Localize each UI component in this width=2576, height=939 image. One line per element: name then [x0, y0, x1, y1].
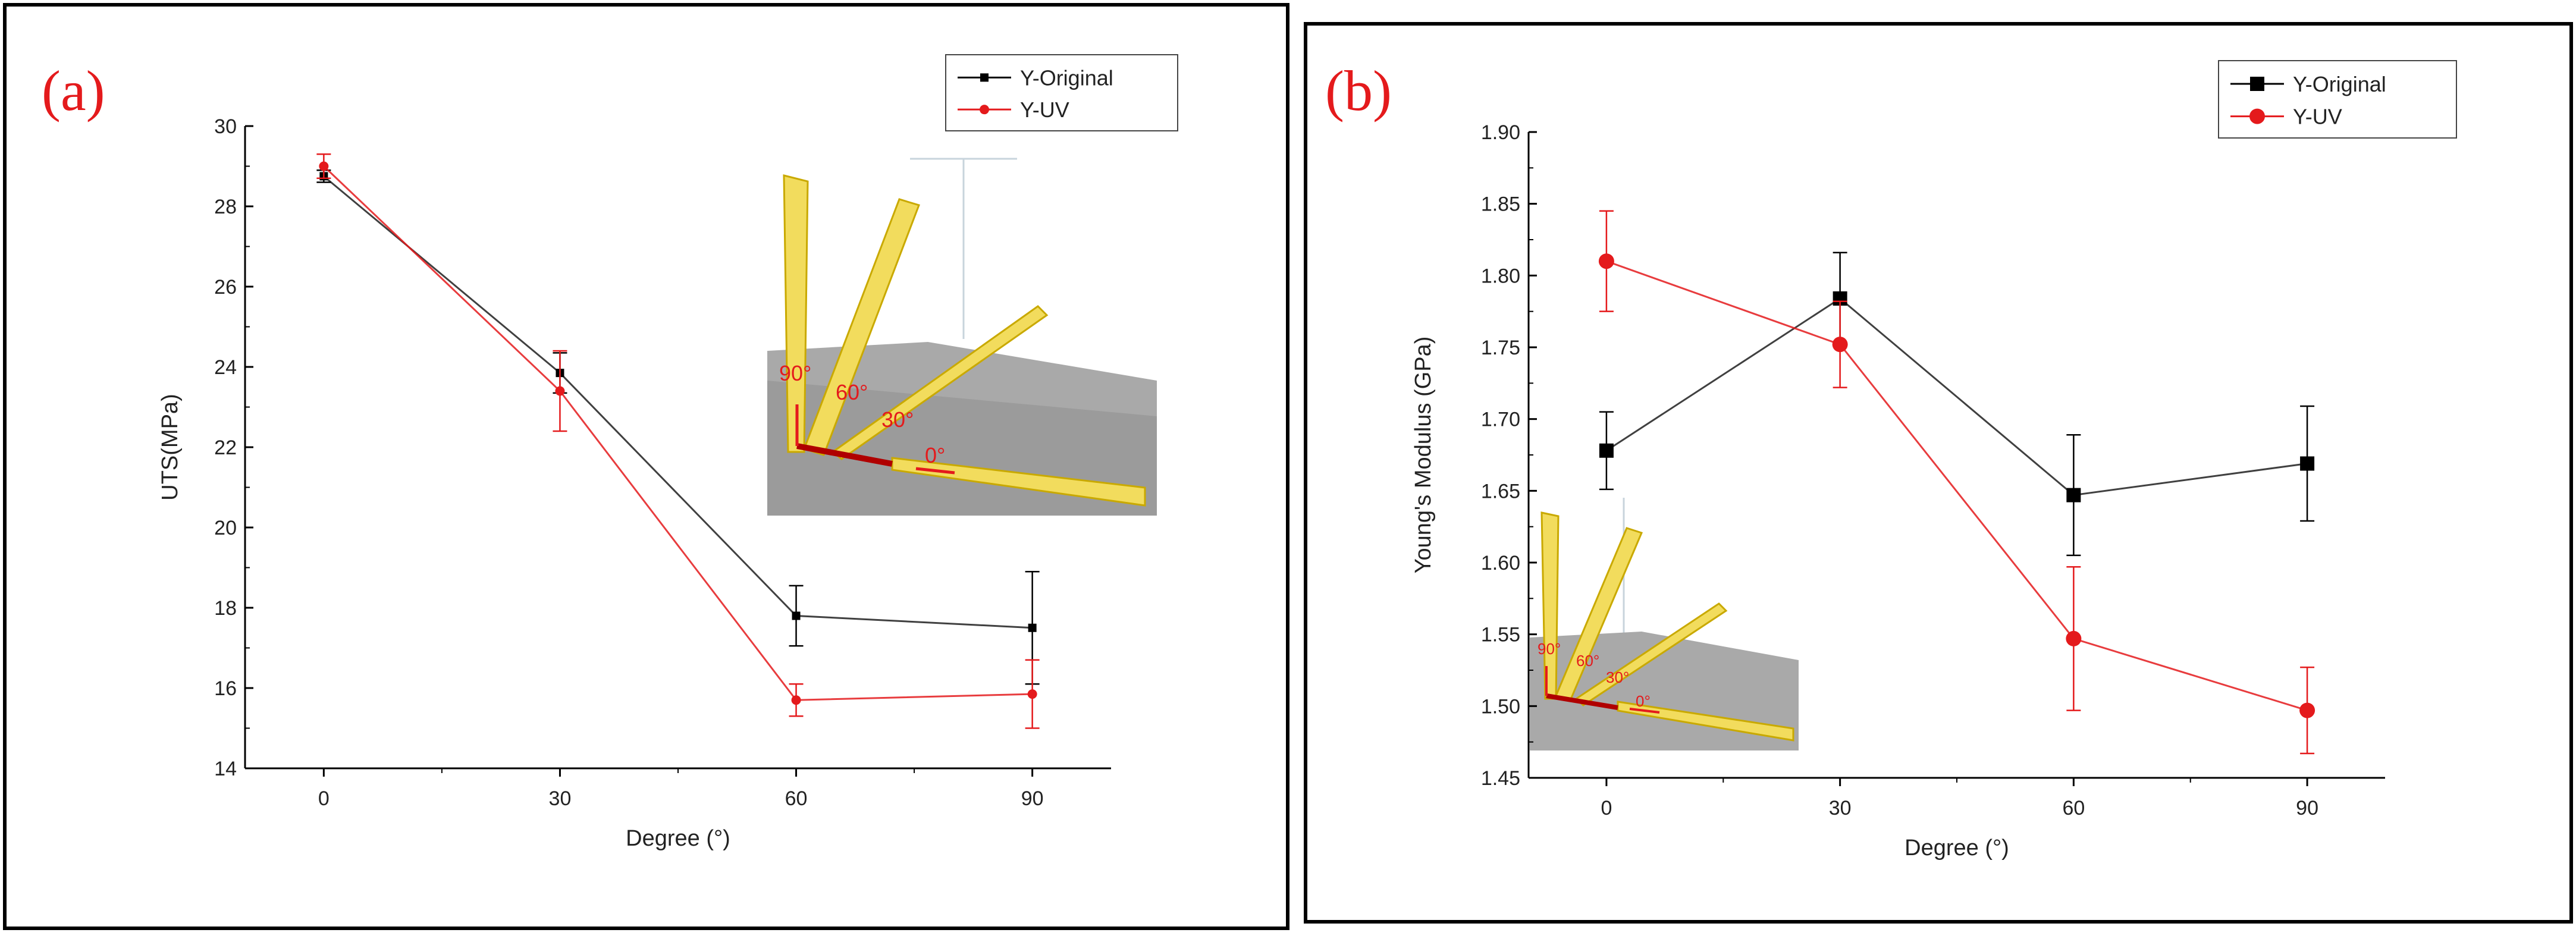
chart-b-series-1-point — [1599, 443, 1614, 458]
chart-a-legend-label: Y-Original — [1020, 65, 1113, 90]
panel-a: (a) 90° 60° 30° 0° — [3, 3, 1289, 930]
chart-a-series-1-point — [792, 611, 801, 620]
chart-b-legend-swatch-marker — [2250, 77, 2264, 91]
panel-a-frame — [3, 3, 1289, 930]
chart-b-series-2-line — [1606, 260, 2308, 712]
chart-a-x-tick-label: 90 — [1021, 787, 1044, 810]
chart-a-y-axis-title: UTS(MPa) — [158, 394, 183, 500]
chart-b-y-axis-title: Young's Modulus (GPa) — [1411, 337, 1436, 574]
chart-a-series-1-line — [323, 175, 1033, 629]
chart-b-x-tick-label: 30 — [1829, 797, 1852, 819]
chart-b: 1.45 1.50 1.55 1.60 1.65 1.70 1.75 1.80 1.85 1.90… — [1411, 60, 2457, 861]
chart-b-y-tick-label: 1.55 — [1481, 624, 1520, 646]
chart-a-y-tick-label: 24 — [214, 356, 237, 379]
inset-a-angle-90: 90° — [779, 361, 811, 385]
chart-b-x-tick-label: 90 — [2296, 797, 2318, 819]
chart-a-x-axis-title: Degree (°) — [626, 826, 730, 851]
chart-b-series-1-line — [1606, 297, 2308, 497]
chart-a-y-tick-label: 14 — [214, 758, 237, 780]
chart-b-x-axis-title: Degree (°) — [1904, 836, 2009, 861]
chart-b-y-tick-label: 1.70 — [1481, 409, 1520, 431]
chart-a-legend-swatch-marker — [980, 73, 989, 82]
chart-b-y-tick-label: 1.90 — [1481, 121, 1520, 144]
chart-a-series-2-point — [319, 161, 329, 171]
chart-b-x-tick-label: 0 — [1601, 797, 1612, 819]
chart-b-series-2-point — [2066, 630, 2082, 646]
panel-b-label: (b) — [1325, 59, 1392, 123]
chart-a-y-tick-label: 30 — [214, 115, 237, 138]
chart-b-legend-swatch-marker — [2249, 108, 2265, 124]
inset-b-angle-90: 90° — [1538, 640, 1561, 658]
inset-a-angle-60: 60° — [836, 380, 868, 404]
inset-b-angle-30: 30° — [1606, 668, 1629, 686]
chart-a-y-tick-label: 16 — [214, 677, 237, 700]
chart-a-y-tick-label: 28 — [214, 196, 237, 218]
chart-a-y-tick-label: 20 — [214, 517, 237, 539]
chart-a-legend-swatch-marker — [980, 105, 989, 115]
panel-b-frame — [1304, 22, 2573, 924]
chart-b-series-1-point — [2300, 456, 2315, 471]
inset-a-angle-30: 30° — [881, 407, 914, 432]
chart-b-y-tick-label: 1.75 — [1481, 337, 1520, 359]
chart-a-legend-label: Y-UV — [1020, 98, 1069, 122]
chart-a-y-tick-label: 26 — [214, 276, 237, 299]
chart-a-x-tick-label: 30 — [549, 787, 572, 810]
panel-b: (b) 90° 60° 30° 0° — [1304, 22, 2573, 924]
inset-b-angle-60: 60° — [1576, 652, 1599, 670]
chart-a-series-1-point — [1028, 623, 1037, 632]
chart-a-y-tick-label: 22 — [214, 436, 237, 459]
inset-b-angle-0: 0° — [1636, 692, 1651, 710]
chart-a-y-tick-label: 18 — [214, 597, 237, 620]
chart-a-x-tick-label: 60 — [785, 787, 808, 810]
chart-a-series-2-point — [1027, 689, 1037, 699]
chart-b-series-2-point — [2299, 702, 2315, 718]
panel-a-label: (a) — [42, 59, 105, 123]
chart-a-x-tick-label: 0 — [318, 787, 330, 810]
panel-a-inset: 90° 60° 30° 0° — [767, 156, 1157, 516]
chart-b-legend-label: Y-UV — [2293, 105, 2342, 129]
chart-b-series-1-point — [2066, 488, 2081, 503]
chart-a-series-2-line — [323, 165, 1033, 701]
chart-a-series-2-point — [555, 386, 565, 396]
chart-b-y-tick-label: 1.50 — [1481, 695, 1520, 718]
chart-b-y-tick-label: 1.60 — [1481, 552, 1520, 574]
chart-b-y-tick-label: 1.80 — [1481, 265, 1520, 287]
chart-b-y-tick-label: 1.65 — [1481, 480, 1520, 503]
chart-b-y-tick-label: 1.45 — [1481, 767, 1520, 790]
chart-b-legend-box — [2218, 60, 2457, 139]
inset-a-angle-0: 0° — [925, 443, 945, 467]
chart-a-legend-box — [945, 54, 1178, 131]
chart-a-series-2-point — [791, 695, 801, 705]
chart-b-y-tick-label: 1.85 — [1481, 193, 1520, 216]
chart-b-series-2-point — [1832, 337, 1848, 353]
chart-b-series-2-point — [1598, 253, 1614, 269]
panel-b-inset: 90° 60° 30° 0° — [1530, 495, 1799, 750]
chart-b-legend-label: Y-Original — [2293, 72, 2386, 96]
chart-b-x-tick-label: 60 — [2062, 797, 2085, 819]
chart-a: 14 16 18 20 22 24 26 28 30 0 30 60 90 Degree (°) UTS(M… — [158, 54, 1178, 851]
